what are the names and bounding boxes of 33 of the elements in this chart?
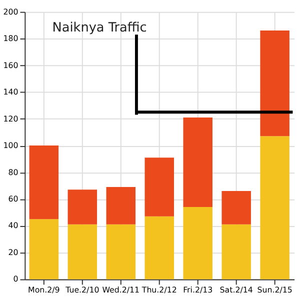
y-tick-label: 40 [8,221,18,230]
x-tick-label: Sat.2/14 [220,286,253,295]
bar [260,136,290,280]
bar [260,30,290,136]
y-tick-label: 180 [3,34,18,44]
y-tick-label: 100 [3,141,18,150]
y-tick-label: 200 [3,7,18,16]
bar [29,146,59,220]
y-tick-label: 20 [8,248,18,257]
y-tick-label: 80 [8,168,18,177]
x-tick-label: Fri.2/13 [183,286,213,295]
bar [222,191,251,224]
bar [222,224,251,280]
bar [183,207,212,280]
text: Naiknya Traffic [52,20,147,36]
bar [183,117,212,208]
y-tick-label: 60 [8,194,18,204]
bar [144,158,174,216]
x-tick-label: Sun.2/15 [257,286,292,295]
x-tick-label: Mon.2/9 [28,286,60,295]
x-tick-label: Thu.2/12 [140,286,177,295]
y-tick-label: 160 [3,60,18,70]
y-tick-label: 120 [3,114,18,124]
x-tick-label: Tue.2/10 [64,286,100,295]
bar [106,224,136,280]
y-tick-label: 0 [13,274,18,284]
bar [106,186,136,224]
bar [68,190,98,224]
x-tick-label: Wed.2/11 [102,286,140,295]
y-tick-label: 140 [3,88,18,97]
bar [68,224,98,280]
bar [144,216,174,280]
bar [29,219,59,280]
